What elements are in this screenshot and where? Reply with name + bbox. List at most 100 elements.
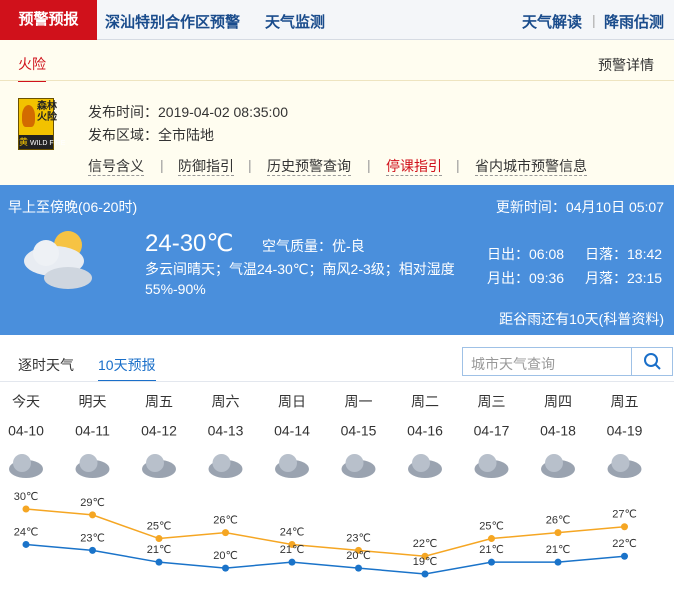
day-date: 04-18 [540, 423, 576, 439]
day-name: 明天 [79, 394, 107, 410]
low-point [22, 540, 30, 548]
low-point [621, 552, 628, 560]
low-label: 20℃ [213, 550, 238, 562]
day-name: 周三 [478, 394, 506, 410]
update: 更新时间：04月10日 05:07 [496, 197, 664, 217]
low-label: 21℃ [479, 544, 504, 556]
low-line [25, 543, 625, 575]
day-date: 04-10 [8, 423, 44, 439]
nav-item[interactable]: 天气解读 [522, 14, 583, 31]
day-icon [142, 454, 176, 478]
nav-item[interactable]: 深汕特别合作区预警 [105, 14, 241, 31]
cloud [611, 454, 630, 472]
desc: 多云间晴天；气温24-30℃；南风2-3级；相对湿度55%-90% [145, 261, 455, 297]
alert-link[interactable]: 历史预警查询 [267, 158, 351, 176]
cloud [345, 454, 364, 472]
alert-time: 发布时间：2019-04-02 08:35:00 [88, 102, 288, 122]
note[interactable]: 距谷雨还有10天(科普资料) [499, 311, 664, 327]
day-name: 周二 [411, 394, 439, 410]
high-label: 23℃ [346, 532, 371, 544]
icon-line: 火险 [37, 112, 57, 123]
high-label: 26℃ [546, 515, 571, 527]
day-icon [341, 454, 376, 478]
day-date: 04-16 [407, 423, 443, 439]
separator: | [248, 157, 252, 173]
low-label: 24℃ [14, 526, 39, 538]
high-point [22, 505, 30, 513]
cloud [545, 454, 563, 472]
high-point [355, 546, 362, 554]
high-point [621, 523, 628, 531]
cloud [279, 454, 297, 472]
high-label: 25℃ [147, 520, 172, 532]
low-label: 21℃ [546, 544, 571, 556]
low-point [554, 558, 562, 566]
day-name: 周日 [278, 394, 306, 410]
alert-tab[interactable]: 火险 [18, 54, 46, 82]
separator: | [592, 12, 596, 28]
cloud [412, 454, 430, 472]
high-point [288, 540, 296, 548]
icon-level: 黄 [19, 137, 29, 147]
tab-active[interactable]: 10天预报 [98, 355, 156, 382]
alert-area: 发布区域：全市陆地 [88, 125, 214, 145]
search-button[interactable] [631, 348, 672, 375]
high-label: 25℃ [479, 520, 504, 532]
icon-en: WILD FIRE [29, 140, 66, 147]
high-label: 26℃ [213, 515, 238, 527]
nav-item[interactable]: 降雨估测 [604, 14, 665, 31]
value: 2019-04-02 08:35:00 [158, 104, 288, 120]
day-icon [474, 454, 509, 478]
low-label: 22℃ [612, 538, 637, 550]
day-date: 04-19 [607, 423, 643, 439]
low-point [421, 570, 429, 578]
search-box[interactable]: 城市天气查询 [462, 347, 673, 376]
day-name: 周四 [544, 394, 572, 410]
high-point [554, 529, 562, 537]
alert-link[interactable]: 停课指引 [386, 158, 442, 176]
day-icon [408, 454, 442, 478]
alert-link[interactable]: 信号含义 [88, 158, 144, 176]
divider [0, 381, 674, 382]
day-icon [75, 454, 110, 478]
low-label: 21℃ [147, 544, 172, 556]
day-date: 04-11 [75, 423, 110, 439]
label: 更新时间： [495, 199, 566, 215]
icon-text: 森林 火险 [37, 101, 57, 123]
low-point [288, 558, 296, 566]
low-label: 20℃ [346, 550, 371, 562]
sunset: 日落：18:42 [585, 246, 663, 262]
day-date: 04-13 [208, 423, 244, 439]
cloud [146, 454, 164, 472]
low-point [488, 558, 495, 566]
value: 全市陆地 [158, 127, 214, 143]
day-icon [607, 454, 642, 478]
high-label: 30℃ [14, 491, 39, 503]
alert-link[interactable]: 省内城市预警信息 [475, 158, 587, 176]
day-icon [275, 454, 309, 478]
tab[interactable]: 逐时天气 [18, 357, 74, 373]
forecast-chart: 今天 04-10 明天 04-11 周五 04-12 周六 04-13 周日 04-14 周一 04-… [8, 394, 643, 578]
icon-line: 森林 [37, 101, 57, 112]
alert-detail[interactable]: 预警详情 [598, 57, 654, 73]
search-placeholder: 城市天气查询 [471, 356, 555, 372]
day-name: 周一 [345, 394, 373, 410]
low-point [155, 558, 163, 566]
flame [22, 105, 35, 127]
day-icon [9, 454, 43, 478]
low-label: 21℃ [280, 544, 305, 556]
low-point [222, 564, 229, 572]
day-date: 04-17 [474, 423, 510, 439]
separator: | [160, 157, 164, 173]
high-label: 29℃ [80, 497, 105, 509]
separator: | [367, 157, 371, 173]
alert-link[interactable]: 防御指引 [178, 158, 234, 176]
nav-active[interactable]: 预警预报 [0, 0, 97, 40]
day-name: 周五 [145, 394, 173, 410]
low-label: 19℃ [413, 556, 438, 568]
nav-item[interactable]: 天气监测 [265, 14, 326, 31]
high-point [421, 552, 429, 560]
label: 发布区域： [88, 127, 158, 143]
low-label: 23℃ [80, 532, 105, 544]
